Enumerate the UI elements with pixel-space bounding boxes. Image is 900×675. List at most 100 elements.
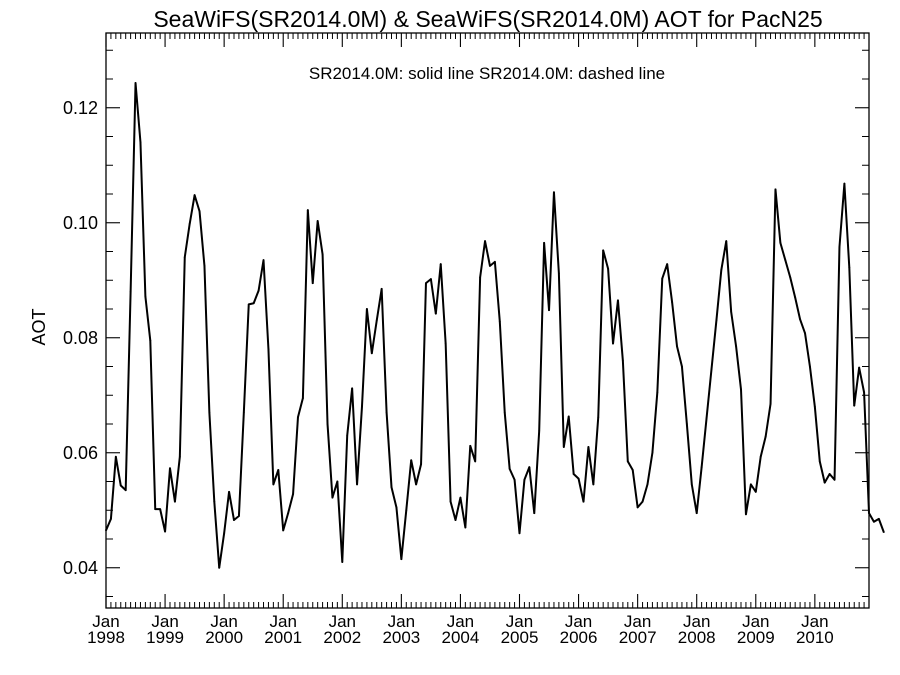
data-point — [469, 444, 472, 447]
x-tick-year-label: 2009 — [737, 628, 775, 647]
data-point — [277, 469, 280, 471]
data-point — [553, 191, 555, 194]
data-point — [434, 312, 437, 315]
x-tick-month-label: Jan — [506, 612, 533, 631]
axis-ticks — [105, 33, 870, 608]
y-tick-label: 0.08 — [63, 328, 98, 348]
data-point — [710, 368, 713, 371]
data-point — [528, 466, 531, 469]
data-point — [592, 483, 595, 486]
data-point — [868, 512, 870, 515]
data-point — [188, 223, 191, 225]
x-tick-year-label: 2006 — [560, 628, 598, 647]
series-line-solid — [105, 82, 885, 569]
data-point — [749, 483, 752, 486]
data-point — [385, 411, 388, 414]
x-tick-month-label: Jan — [151, 612, 178, 631]
data-point — [823, 481, 826, 484]
x-tick-month-label: Jan — [329, 612, 356, 631]
data-point — [621, 359, 624, 362]
data-point — [380, 287, 383, 290]
data-point — [631, 469, 634, 471]
data-point — [548, 309, 550, 312]
data-point — [813, 405, 816, 408]
data-point — [405, 509, 408, 512]
data-point — [218, 566, 221, 569]
data-point — [233, 519, 235, 521]
data-point — [695, 512, 698, 515]
data-point — [582, 500, 585, 503]
data-point — [877, 517, 880, 520]
data-point — [321, 253, 324, 256]
data-point — [676, 345, 678, 348]
data-point — [124, 489, 127, 492]
data-point — [400, 558, 403, 561]
x-tick-month-label: Jan — [388, 612, 415, 631]
data-point — [833, 478, 836, 481]
data-point — [715, 319, 718, 322]
x-tick-year-label: 1998 — [87, 628, 125, 647]
data-point — [764, 435, 767, 438]
data-point — [420, 463, 422, 466]
data-point — [272, 483, 275, 486]
data-point — [843, 182, 846, 185]
data-point — [769, 402, 772, 405]
data-point — [735, 345, 737, 348]
data-point — [365, 308, 368, 310]
data-point — [134, 82, 137, 84]
data-point — [789, 276, 792, 279]
data-point — [474, 460, 477, 463]
data-point — [498, 320, 501, 323]
x-tick-year-label: 2005 — [501, 628, 539, 647]
x-tick-month-label: Jan — [683, 612, 710, 631]
data-point — [459, 496, 462, 499]
y-tick-label: 0.04 — [63, 558, 98, 578]
data-point — [484, 240, 486, 243]
data-point — [607, 267, 610, 270]
data-point — [454, 519, 457, 521]
data-point — [395, 506, 398, 509]
data-point — [557, 272, 560, 275]
x-tick-year-label: 2008 — [678, 628, 716, 647]
data-point — [538, 430, 541, 432]
data-point — [690, 483, 693, 486]
data-point — [183, 256, 186, 259]
data-point — [302, 397, 304, 400]
data-point — [493, 260, 496, 263]
y-tick-label: 0.10 — [63, 213, 98, 233]
data-point — [646, 483, 649, 486]
data-point — [523, 478, 526, 481]
y-tick-label: 0.12 — [63, 98, 98, 118]
data-point — [154, 508, 157, 510]
data-point — [169, 467, 171, 470]
data-point — [489, 264, 491, 267]
data-point — [863, 391, 865, 394]
data-point — [375, 319, 378, 322]
x-tick-month-label: Jan — [210, 612, 237, 631]
data-point — [262, 259, 265, 262]
data-point — [745, 513, 747, 516]
data-point — [331, 496, 334, 499]
x-tick-month-label: Jan — [742, 612, 769, 631]
data-point — [562, 446, 565, 448]
data-point — [341, 561, 344, 563]
data-point — [700, 466, 703, 469]
data-point — [198, 210, 201, 213]
data-point — [730, 310, 733, 313]
data-point — [149, 339, 152, 342]
data-point — [174, 500, 176, 503]
data-point — [164, 530, 166, 533]
x-tick-month-label: Jan — [447, 612, 474, 631]
x-tick-month-label: Jan — [624, 612, 651, 631]
data-point — [666, 263, 669, 266]
data-point — [543, 241, 546, 244]
data-point — [306, 209, 309, 212]
data-point — [311, 282, 314, 285]
data-point — [779, 241, 782, 244]
data-point — [159, 508, 162, 510]
data-point — [720, 269, 723, 271]
data-point — [390, 486, 393, 489]
data-point — [326, 423, 329, 425]
y-axis-label: AOT — [29, 308, 49, 345]
